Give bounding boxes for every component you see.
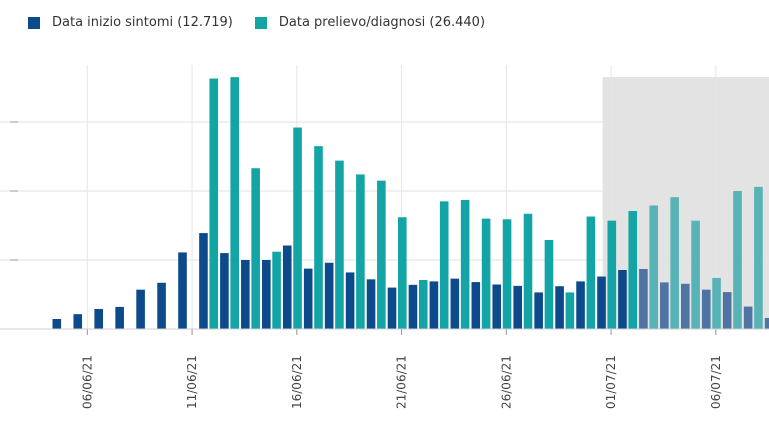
bar-diagnosi: [481, 218, 491, 329]
bar-sintomi: [681, 283, 690, 329]
bar-sintomi: [764, 317, 769, 329]
bar-sintomi: [282, 245, 292, 329]
chart-legend: Data inizio sintomi (12.719) Data prelie…: [28, 15, 507, 30]
bar-sintomi: [450, 278, 460, 329]
bar-diagnosi: [439, 201, 449, 329]
bar-sintomi: [366, 279, 376, 329]
bar-sintomi: [136, 289, 145, 329]
x-tick-label: 06/07/21: [709, 355, 723, 409]
bar-diagnosi: [712, 277, 721, 329]
bar-sintomi: [220, 253, 229, 329]
bar-sintomi: [660, 282, 669, 329]
bar-sintomi: [178, 252, 187, 329]
bar-sintomi: [597, 276, 606, 329]
bar-sintomi: [241, 260, 250, 329]
bar-sintomi: [115, 306, 124, 329]
bar-diagnosi: [314, 146, 323, 329]
bar-diagnosi: [377, 180, 386, 329]
bar-diagnosi: [565, 292, 575, 329]
bar-sintomi: [387, 287, 397, 329]
bar-diagnosi: [335, 160, 344, 329]
bar-diagnosi: [418, 280, 428, 329]
bar-diagnosi: [502, 219, 512, 329]
bar-sintomi: [94, 308, 103, 329]
bar-sintomi: [471, 282, 481, 329]
bar-diagnosi: [670, 197, 679, 329]
x-tick-label: 16/06/21: [290, 355, 304, 409]
bar-sintomi: [492, 284, 502, 329]
bar-diagnosi: [293, 127, 302, 330]
bar-diagnosi: [607, 220, 617, 329]
legend-label-sintomi: Data inizio sintomi (12.719): [52, 15, 233, 30]
bar-sintomi: [429, 281, 439, 329]
bar-sintomi: [576, 281, 585, 329]
bar-sintomi: [513, 285, 522, 329]
bar-diagnosi: [398, 217, 407, 329]
bar-sintomi: [52, 318, 62, 329]
bar-sintomi: [73, 314, 83, 329]
bar-sintomi: [722, 292, 732, 329]
bar-diagnosi: [272, 251, 281, 329]
bar-diagnosi: [251, 168, 260, 329]
bar-sintomi: [639, 268, 648, 329]
bar-sintomi: [199, 233, 208, 329]
bar-diagnosi: [356, 174, 365, 329]
legend-swatch-diagnosi: [254, 16, 267, 29]
bar-sintomi: [157, 282, 166, 329]
bar-sintomi: [701, 289, 711, 329]
bar-diagnosi: [209, 78, 219, 329]
bar-diagnosi: [733, 191, 742, 329]
bar-sintomi: [303, 268, 313, 329]
legend-swatch-sintomi: [28, 16, 40, 29]
legend-label-diagnosi: Data prelievo/diagnosi (26.440): [278, 15, 486, 30]
x-tick-label: 06/06/21: [80, 355, 94, 409]
bar-diagnosi: [586, 216, 596, 329]
bar-sintomi: [534, 292, 543, 329]
bar-sintomi: [324, 262, 334, 329]
x-tick-label: 01/07/21: [604, 355, 618, 409]
bar-sintomi: [345, 272, 355, 329]
bar-diagnosi: [691, 220, 700, 329]
bar-diagnosi: [649, 205, 658, 329]
legend-item-diagnosi[interactable]: Data prelievo/diagnosi (26.440): [254, 15, 486, 30]
x-tick-label: 11/06/21: [185, 355, 199, 409]
bar-sintomi: [555, 286, 564, 329]
bar-diagnosi: [754, 186, 763, 329]
x-tick-label: 21/06/21: [395, 355, 409, 409]
bar-sintomi: [618, 270, 627, 329]
bar-diagnosi: [230, 77, 239, 330]
x-tick-label: 26/06/21: [499, 355, 513, 409]
bar-sintomi: [262, 260, 271, 329]
bar-sintomi: [408, 284, 418, 329]
bar-sintomi: [743, 306, 753, 329]
bar-diagnosi: [628, 211, 638, 329]
legend-item-sintomi[interactable]: Data inizio sintomi (12.719): [28, 15, 233, 30]
bar-diagnosi: [523, 213, 533, 329]
bar-diagnosi: [460, 199, 470, 329]
bar-diagnosi: [544, 239, 554, 329]
